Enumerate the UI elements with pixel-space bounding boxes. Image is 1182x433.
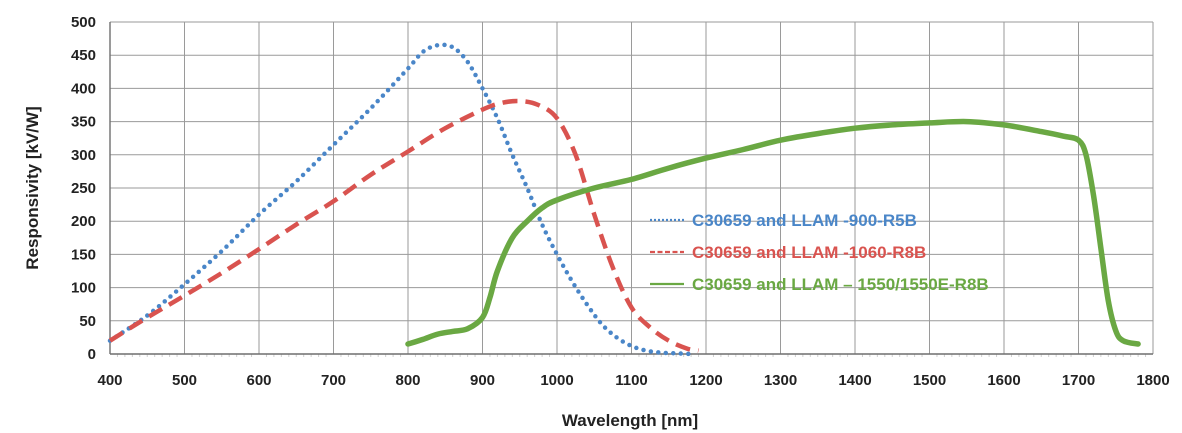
x-tick-label: 400	[97, 372, 122, 389]
grid	[109, 21, 1154, 357]
x-tick-label: 1500	[913, 372, 946, 389]
x-tick-labels: 400 500 600 700 800 900 1000 1100 1200 1300 1400 15…	[97, 372, 1169, 389]
plot-series	[107, 42, 1141, 357]
x-tick-label: 900	[470, 372, 495, 389]
y-tick-label: 0	[88, 346, 96, 363]
y-tick-label: 450	[71, 47, 96, 64]
x-tick-label: 1100	[615, 372, 648, 389]
y-tick-label: 100	[71, 280, 96, 297]
series-line-2	[108, 98, 699, 353]
legend-label-2: C30659 and LLAM -1060-R8B	[692, 243, 926, 262]
y-tick-label: 50	[79, 313, 96, 330]
y-tick-label: 500	[71, 14, 96, 31]
y-tick-label: 300	[71, 147, 96, 164]
y-tick-label: 200	[71, 213, 96, 230]
series-line-1	[107, 42, 694, 357]
x-tick-label: 1600	[987, 372, 1020, 389]
y-tick-label: 250	[71, 180, 96, 197]
x-tick-label: 1000	[540, 372, 573, 389]
x-tick-label: 1300	[764, 372, 797, 389]
x-tick-label: 1700	[1062, 372, 1095, 389]
y-tick-labels: 0 50 100 150 200 250 300 350 400 450 500	[71, 14, 96, 363]
x-tick-label: 1800	[1136, 372, 1169, 389]
series-line-3	[405, 118, 1141, 347]
x-tick-label: 500	[172, 372, 197, 389]
legend-label-1: C30659 and LLAM -900-R5B	[692, 211, 917, 230]
x-tick-label: 700	[321, 372, 346, 389]
x-tick-label: 1200	[689, 372, 722, 389]
y-tick-label: 350	[71, 114, 96, 131]
y-tick-label: 400	[71, 80, 96, 97]
legend: C30659 and LLAM -900-R5B C30659 and LLAM …	[650, 211, 989, 294]
x-tick-label: 1400	[838, 372, 871, 389]
legend-label-3: C30659 and LLAM – 1550/1550E-R8B	[692, 275, 989, 294]
y-axis-title: Responsivity [kV/W]	[23, 106, 42, 269]
x-tick-label: 800	[395, 372, 420, 389]
y-tick-label: 150	[71, 246, 96, 263]
x-axis-title: Wavelength [nm]	[562, 411, 698, 430]
x-tick-label: 600	[246, 372, 271, 389]
